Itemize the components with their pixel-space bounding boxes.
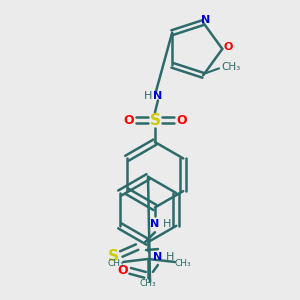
Text: H: H <box>144 91 152 100</box>
Text: S: S <box>149 113 161 128</box>
Text: CH₃: CH₃ <box>221 62 240 72</box>
Text: O: O <box>224 42 233 52</box>
Text: O: O <box>176 114 187 127</box>
Text: H: H <box>163 219 171 229</box>
Text: CH₃: CH₃ <box>140 279 156 288</box>
Text: O: O <box>123 114 134 127</box>
Text: S: S <box>108 248 119 263</box>
Text: CH₃: CH₃ <box>174 260 191 268</box>
Text: N: N <box>200 15 210 25</box>
Text: O: O <box>117 264 128 278</box>
Text: CH₃: CH₃ <box>107 260 124 268</box>
Text: H: H <box>166 252 174 262</box>
Text: N: N <box>153 91 163 100</box>
Text: N: N <box>153 252 163 262</box>
Text: N: N <box>150 219 160 229</box>
